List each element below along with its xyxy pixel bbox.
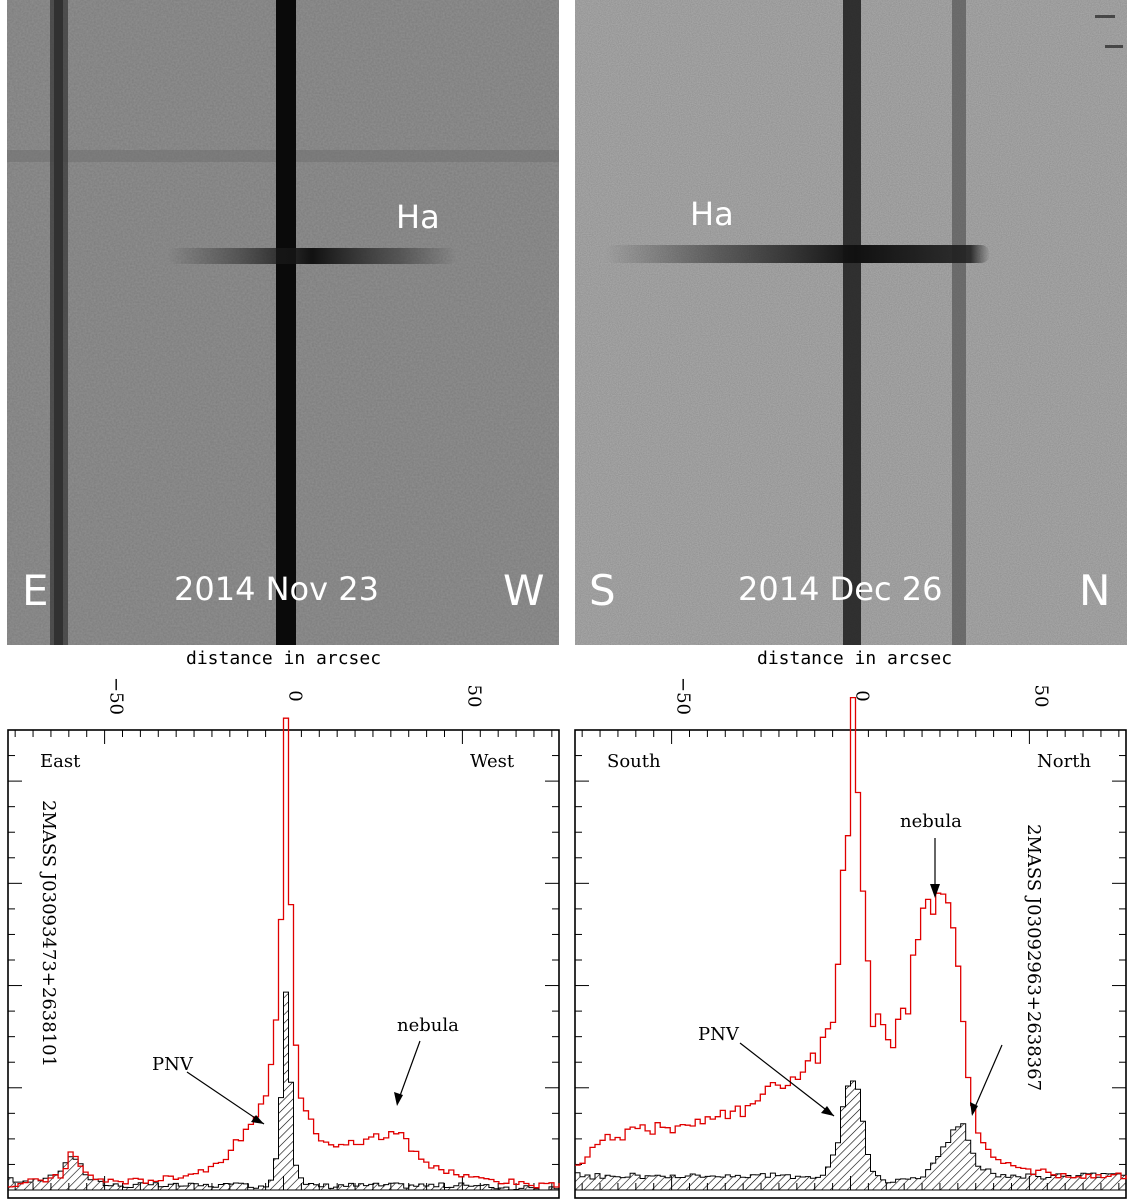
spectrum-image-left [7,0,559,645]
image-left-ha-label: Ha [396,198,440,236]
image-right-date: 2014 Dec 26 [738,570,943,608]
direction-west: West [470,751,515,772]
annotation-nebula-left: nebula [397,1015,459,1036]
arrowhead-nebula-left [394,1092,403,1106]
tick-labels-right: −50 0 50 [673,677,1052,715]
image-left-date: 2014 Nov 23 [174,570,379,608]
arrow-pnv-right [739,1042,835,1117]
series-raw-left [7,991,560,1191]
series-profile-left [8,717,560,1189]
arrowhead-pnv-right [821,1106,834,1116]
x-tick-label: −50 [673,677,694,715]
direction-north: North [1037,751,1091,772]
annotation-nebula-right: nebula [900,811,962,832]
image-left-direction-west: W [503,566,545,615]
direction-south: South [607,751,661,772]
series-raw-right [574,1080,1127,1191]
image-right-ha-label: Ha [690,195,734,233]
x-tick-label: −50 [106,677,127,715]
tick-labels-left: −50 0 50 [106,677,485,715]
profile-chart-left: −50 0 50 East West 2MASS J03093473+2638101… [7,677,560,1199]
axis-title-right: distance in arcsec [757,648,953,669]
arrowhead-nebula-right [930,884,940,898]
image-right-direction-south: S [589,566,616,615]
arrow-nebula-left [396,1040,421,1105]
direction-east: East [40,751,81,772]
star-label-left: 2MASS J03093473+2638101 [38,800,59,1067]
profile-chart-right: −50 0 50 South North 2MASS J03092963+26383… [574,677,1127,1199]
star-label-right: 2MASS J03092963+2638367 [1023,824,1044,1091]
x-tick-label: 50 [463,685,484,708]
x-tick-label: 0 [285,690,306,701]
arrow-star-right [971,1044,1003,1115]
image-right-direction-north: N [1079,566,1111,615]
axis-title-left: distance in arcsec [186,648,382,669]
series-profile-right [575,696,1127,1180]
x-tick-label: 0 [852,690,873,701]
arrowhead-star-right [970,1102,978,1116]
annotation-pnv-left: PNV [152,1054,194,1075]
x-tick-label: 50 [1030,685,1051,708]
arrowhead-pnv-left [251,1115,264,1124]
annotation-pnv-right: PNV [698,1024,740,1045]
image-left-direction-east: E [22,566,49,615]
spectrum-image-right [575,0,1127,645]
arrow-pnv-left [186,1071,265,1125]
